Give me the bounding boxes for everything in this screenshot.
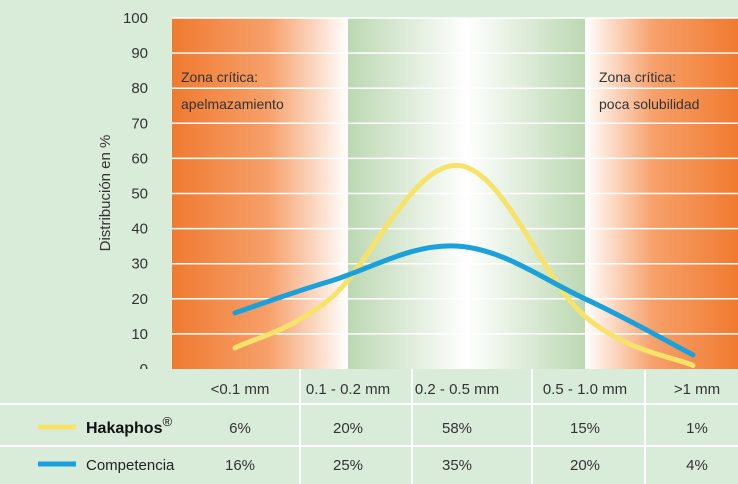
- category-label: >1 mm: [674, 381, 720, 398]
- table-grid: [0, 369, 738, 484]
- annotation-right-line-1: Zona crítica:: [599, 69, 676, 85]
- table-background: [0, 369, 738, 484]
- value-label-competencia: 35%: [442, 457, 472, 474]
- y-tick-label: 90: [131, 45, 148, 62]
- value-label-competencia: 16%: [225, 457, 255, 474]
- value-label-hakaphos: 58%: [442, 420, 472, 437]
- y-axis-label: Distribución en %: [97, 135, 114, 252]
- y-tick-label: 60: [131, 150, 148, 167]
- y-axis-ticks: 0102030405060708090100: [123, 10, 148, 378]
- value-label-hakaphos: 20%: [333, 420, 363, 437]
- y-tick-label: 80: [131, 80, 148, 97]
- category-label: 0.2 - 0.5 mm: [415, 381, 499, 398]
- y-tick-label: 30: [131, 256, 148, 273]
- data-table: <0.1 mm 0.1 - 0.2 mm 0.2 - 0.5 mm 0.5 - 1.0…: [0, 369, 738, 484]
- annotation-right-line-2: poca solubilidad: [599, 96, 699, 112]
- legend-label-competencia: Competencia: [86, 457, 175, 474]
- y-tick-label: 70: [131, 115, 148, 132]
- annotation-left: Zona crítica: apelmazamiento: [181, 69, 284, 112]
- category-label: <0.1 mm: [211, 381, 270, 398]
- annotation-left-line-1: Zona crítica:: [181, 69, 258, 85]
- category-label: 0.5 - 1.0 mm: [543, 381, 627, 398]
- y-tick-label: 50: [131, 186, 148, 203]
- value-labels: 6% 20% 58% 15% 1% 16% 25% 35% 20% 4%: [225, 420, 708, 474]
- legend-label-hakaphos: Hakaphos®: [86, 414, 172, 437]
- category-labels: <0.1 mm 0.1 - 0.2 mm 0.2 - 0.5 mm 0.5 - 1.0…: [211, 381, 721, 398]
- value-label-hakaphos: 1%: [686, 420, 708, 437]
- annotation-right: Zona crítica: poca solubilidad: [599, 69, 699, 112]
- value-label-competencia: 25%: [333, 457, 363, 474]
- series-lines: [232, 162, 696, 368]
- y-tick-label: 40: [131, 221, 148, 238]
- annotation-left-line-2: apelmazamiento: [181, 96, 284, 112]
- legend-label-hakaphos-registered: ®: [162, 414, 172, 429]
- y-tick-label: 20: [131, 291, 148, 308]
- gridlines: [172, 17, 738, 335]
- value-label-hakaphos: 6%: [229, 420, 251, 437]
- y-tick-label: 100: [123, 10, 148, 27]
- legend-label-hakaphos-text: Hakaphos: [86, 420, 163, 437]
- value-label-competencia: 4%: [686, 457, 708, 474]
- y-tick-label: 10: [131, 326, 148, 343]
- value-label-competencia: 20%: [570, 457, 600, 474]
- category-label: 0.1 - 0.2 mm: [306, 381, 390, 398]
- value-label-hakaphos: 15%: [570, 420, 600, 437]
